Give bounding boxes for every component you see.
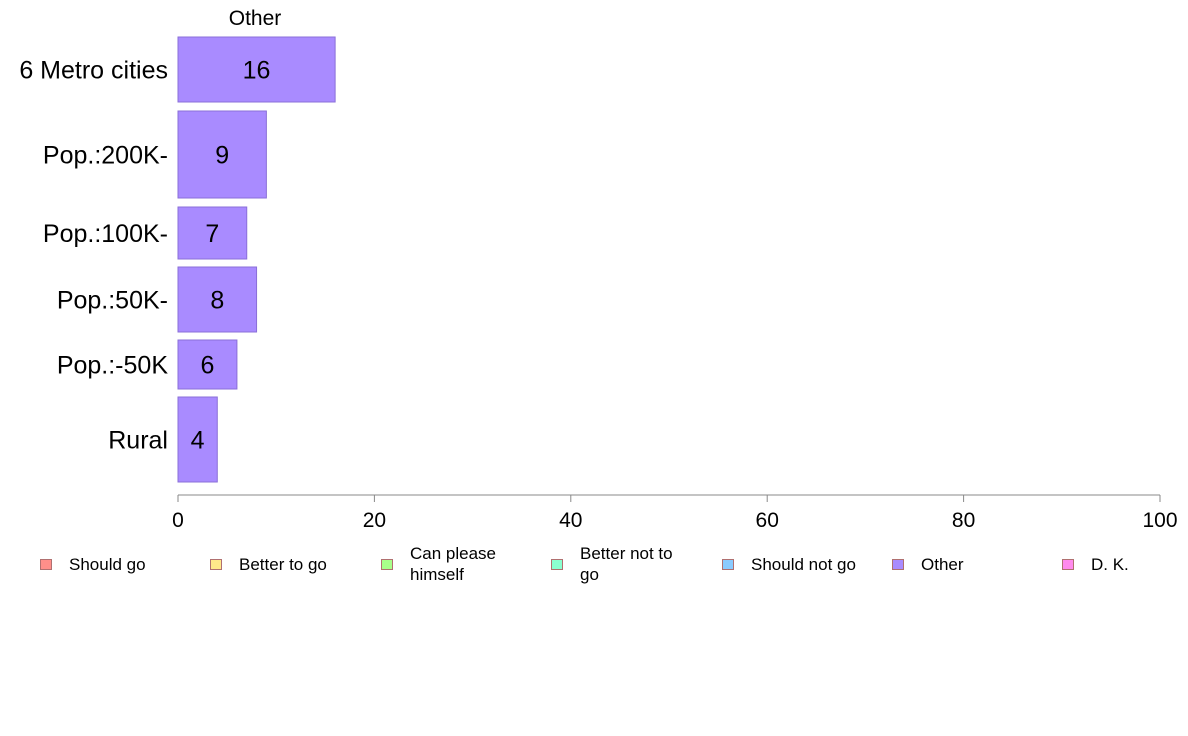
panel-title: Other (229, 7, 282, 30)
x-tick-label: 40 (559, 509, 582, 532)
bar (177, 396, 218, 483)
legend-label: Better to go (239, 554, 327, 574)
x-tick-label: 20 (363, 509, 386, 532)
bar (177, 206, 248, 260)
category-label: Pop.:50K- (57, 287, 168, 315)
legend-item: Other (892, 544, 1031, 584)
bar (177, 266, 258, 333)
legend-item: Should go (40, 544, 179, 584)
legend-swatch (551, 558, 563, 570)
legend-label: Should go (69, 554, 146, 574)
legend-label: D. K. (1091, 554, 1129, 574)
legend-swatch (722, 558, 734, 570)
x-tick-label: 0 (172, 509, 184, 532)
legend-swatch (40, 558, 52, 570)
x-tick-label: 60 (756, 509, 779, 532)
legend-label: Other (921, 554, 964, 574)
legend: Should go Better to go Can please himself B… (0, 544, 1188, 594)
bar-value-label: 4 (191, 427, 205, 455)
x-axis: 0 20 40 60 80 100 (172, 494, 1178, 532)
bar-value-label: 6 (201, 352, 215, 380)
bar (177, 36, 336, 103)
legend-swatch (1062, 558, 1074, 570)
legend-swatch (381, 558, 393, 570)
legend-item: Better not to go (551, 544, 690, 584)
legend-label: Should not go (751, 554, 856, 574)
bar-value-label: 16 (243, 57, 271, 85)
legend-item: Better to go (210, 544, 349, 584)
legend-label: Better not to go (580, 544, 673, 584)
bar-value-label: 7 (205, 220, 219, 248)
bar (177, 110, 267, 199)
category-label: Pop.:100K- (43, 220, 168, 248)
legend-swatch (892, 558, 904, 570)
legend-swatch (210, 558, 222, 570)
bar-chart: Other 16 6 Metro cities 9 Pop.:200K- 7 Pop.:1… (19, 7, 1178, 532)
bar-value-label: 8 (210, 287, 224, 315)
category-label: 6 Metro cities (19, 57, 168, 85)
category-label: Pop.:200K- (43, 142, 168, 170)
category-label: Pop.:-50K (57, 352, 169, 380)
legend-item: Should not go (722, 544, 861, 584)
legend-label: Can please himself (410, 544, 497, 584)
bars-group: 16 6 Metro cities 9 Pop.:200K- 7 Pop.:100K- 8 P… (19, 36, 336, 483)
legend-item: D. K. (1062, 544, 1188, 584)
bar (177, 339, 238, 390)
x-tick-label: 100 (1142, 509, 1177, 532)
x-tick-label: 80 (952, 509, 975, 532)
legend-item: Can please himself (381, 544, 520, 584)
bar-value-label: 9 (215, 142, 229, 170)
category-label: Rural (108, 427, 168, 455)
